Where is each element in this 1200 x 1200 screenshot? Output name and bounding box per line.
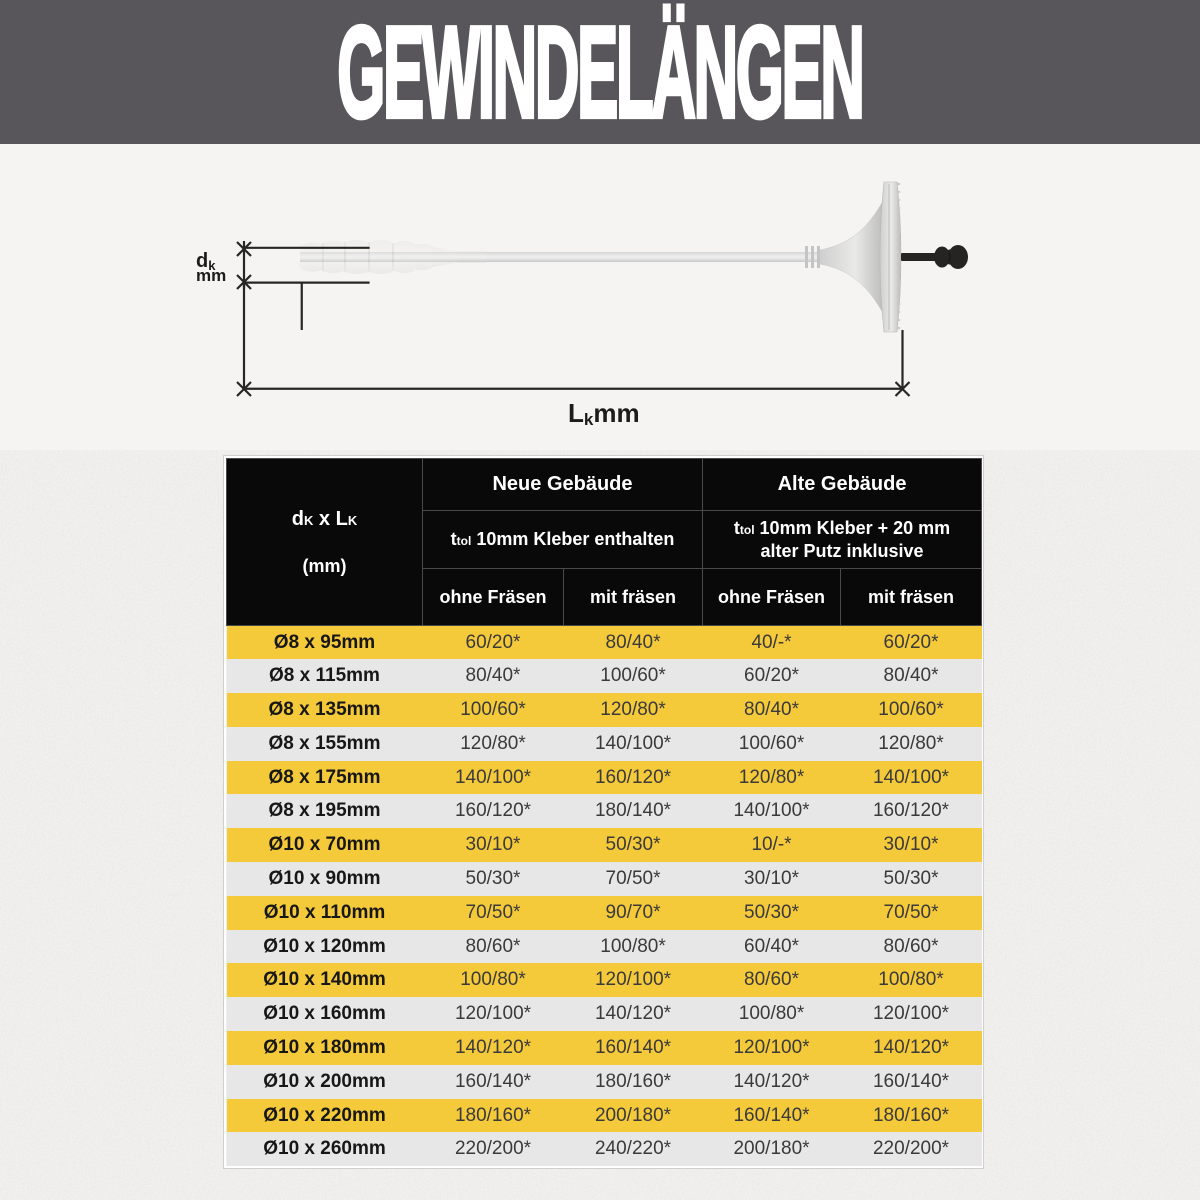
svg-text:Lkmm: Lkmm: [568, 398, 640, 429]
svg-text:mm: mm: [196, 266, 226, 285]
